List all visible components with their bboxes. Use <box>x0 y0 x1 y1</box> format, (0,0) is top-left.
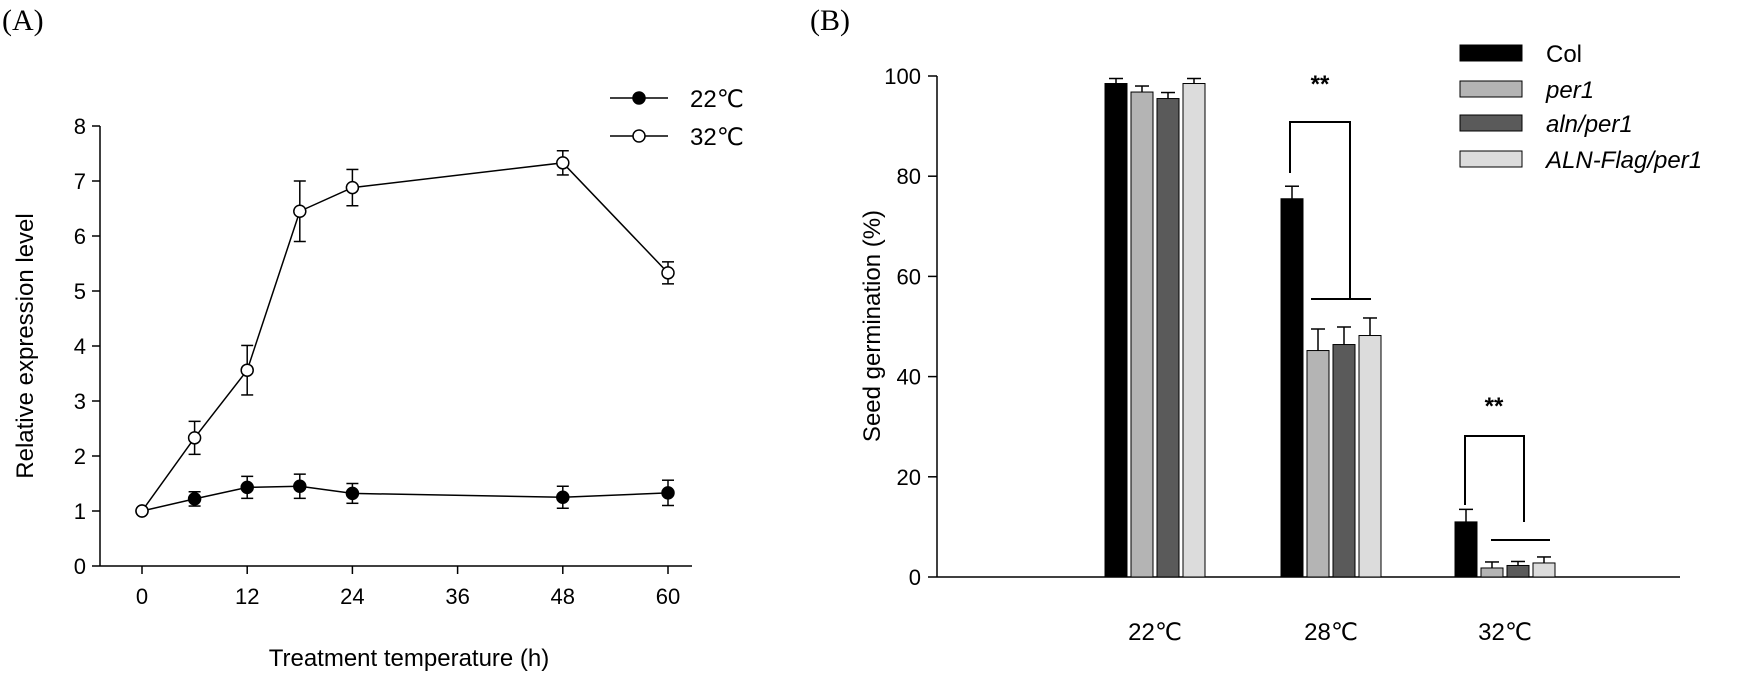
y-tick-label-a: 2 <box>74 444 86 469</box>
bar <box>1480 567 1504 578</box>
bar <box>1280 198 1304 578</box>
data-point-0 <box>293 479 307 493</box>
y-tick-label-b: 0 <box>909 565 921 590</box>
data-point-0 <box>240 480 254 495</box>
x-tick-label-a: 48 <box>551 584 575 609</box>
data-point-0 <box>556 490 570 504</box>
data-point-1 <box>556 156 570 170</box>
data-point-1 <box>240 363 254 377</box>
y-tick-label-a: 5 <box>74 279 86 304</box>
bar <box>1130 91 1154 578</box>
series-line-1 <box>141 162 669 512</box>
significance-label-32: ** <box>1485 393 1504 420</box>
legend-label-22: 22℃ <box>690 86 744 113</box>
bar <box>1306 350 1330 578</box>
y-tick-label-b: 20 <box>897 465 921 490</box>
bar <box>1506 564 1530 578</box>
panel-label-a: (A) <box>2 4 44 37</box>
legend-label-b: Col <box>1546 41 1582 68</box>
significance-bracket-32 <box>1464 435 1550 541</box>
bar <box>1454 521 1478 578</box>
y-tick-label-a: 4 <box>74 334 86 359</box>
bar <box>1532 562 1556 578</box>
significance-bracket-28 <box>1289 121 1371 300</box>
y-tick-label-a: 7 <box>74 169 86 194</box>
bar <box>1358 335 1382 578</box>
y-tick-label-a: 8 <box>74 114 86 139</box>
data-point-0 <box>345 486 360 501</box>
y-tick-label-b: 80 <box>897 164 921 189</box>
legend-label-b: ALN-Flag/per1 <box>1544 147 1702 174</box>
y-tick-label-b: 100 <box>884 64 921 89</box>
significance-label-28: ** <box>1311 71 1330 98</box>
y-axis-title-b: Seed germination (%) <box>859 210 886 442</box>
bar <box>1332 344 1356 578</box>
legend-marker-32 <box>632 129 646 143</box>
y-axis-title-a: Relative expression level <box>12 213 39 478</box>
legend-label-32: 32℃ <box>690 124 744 151</box>
legend-label-b: per1 <box>1545 77 1594 104</box>
category-label: 32℃ <box>1478 619 1532 646</box>
data-point-0 <box>661 486 675 500</box>
x-tick-label-a: 12 <box>235 584 259 609</box>
y-tick-label-a: 1 <box>74 499 86 524</box>
legend-swatch <box>1459 150 1523 168</box>
legend-a: 22℃ 32℃ <box>610 86 744 151</box>
panel-label-b: (B) <box>810 4 850 37</box>
series-line-0 <box>141 485 669 512</box>
legend-marker-22 <box>632 91 646 105</box>
x-tick-label-a: 60 <box>656 584 680 609</box>
x-axis-title-a: Treatment temperature (h) <box>269 645 550 672</box>
legend-label-b: aln/per1 <box>1546 111 1633 138</box>
data-point-1 <box>345 180 360 195</box>
y-tick-label-a: 0 <box>74 554 86 579</box>
y-tick-label-a: 3 <box>74 389 86 414</box>
legend-swatch <box>1459 44 1523 62</box>
data-point-1 <box>187 431 202 445</box>
y-tick-label-a: 6 <box>74 224 86 249</box>
category-label: 22℃ <box>1128 619 1182 646</box>
line-chart-panel-a: Relative expression level Treatment temp… <box>12 86 744 672</box>
bar-chart-panel-b: Seed germination (%) 0 20 40 60 80 100 22℃ 28℃… <box>859 41 1702 646</box>
y-tick-label-b: 60 <box>897 264 921 289</box>
bar <box>1156 98 1180 578</box>
bar <box>1104 83 1128 578</box>
x-tick-label-a: 36 <box>445 584 469 609</box>
data-point-1 <box>293 204 307 218</box>
y-tick-label-b: 40 <box>897 365 921 390</box>
legend-swatch <box>1459 114 1523 132</box>
data-point-1 <box>135 504 149 518</box>
category-label: 28℃ <box>1304 619 1358 646</box>
legend-swatch <box>1459 80 1523 98</box>
data-point-1 <box>661 266 675 280</box>
data-point-0 <box>187 492 202 506</box>
x-tick-label-a: 24 <box>340 584 364 609</box>
bar <box>1182 83 1206 578</box>
legend-b: Col per1 aln/per1 ALN-Flag/per1 <box>1459 41 1702 174</box>
x-tick-label-a: 0 <box>136 584 148 609</box>
